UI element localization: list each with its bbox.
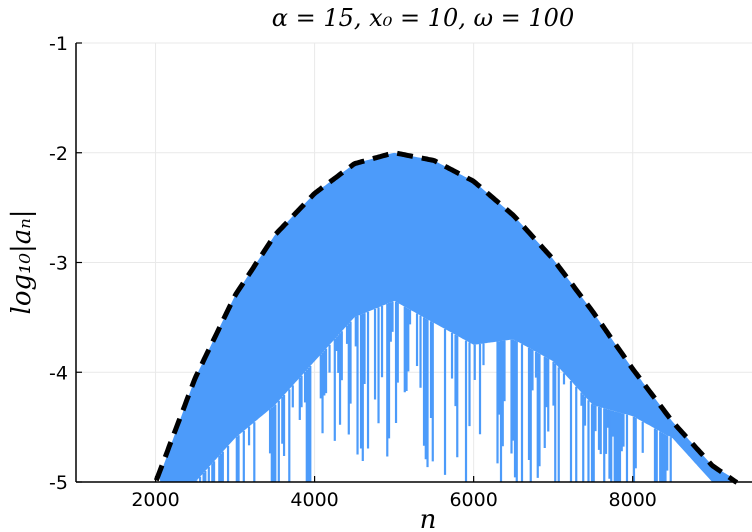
x-tick-label: 2000	[131, 489, 179, 511]
x-tick-label: 8000	[609, 489, 657, 511]
x-tick-label: 6000	[449, 489, 497, 511]
y-tick-label: -4	[49, 362, 68, 384]
oscillation-band-fill	[159, 152, 737, 482]
dashed-envelope	[153, 150, 739, 485]
x-axis-label: n	[420, 505, 437, 532]
y-axis-ticks: -1 -2 -3 -4 -5	[49, 33, 82, 494]
x-tick-label: 4000	[290, 489, 338, 511]
envelope-line	[153, 150, 739, 485]
y-tick-label: -5	[49, 472, 68, 494]
x-axis-ticks: 2000 4000 6000 8000	[131, 476, 657, 511]
y-tick-label: -1	[49, 33, 68, 55]
chart-title: α = 15, x₀ = 10, ω = 100	[272, 4, 574, 32]
oscillation-band	[159, 152, 737, 482]
y-tick-label: -3	[49, 253, 68, 275]
y-axis-label: log₁₀|aₙ|	[7, 209, 37, 314]
y-tick-label: -2	[49, 143, 68, 165]
